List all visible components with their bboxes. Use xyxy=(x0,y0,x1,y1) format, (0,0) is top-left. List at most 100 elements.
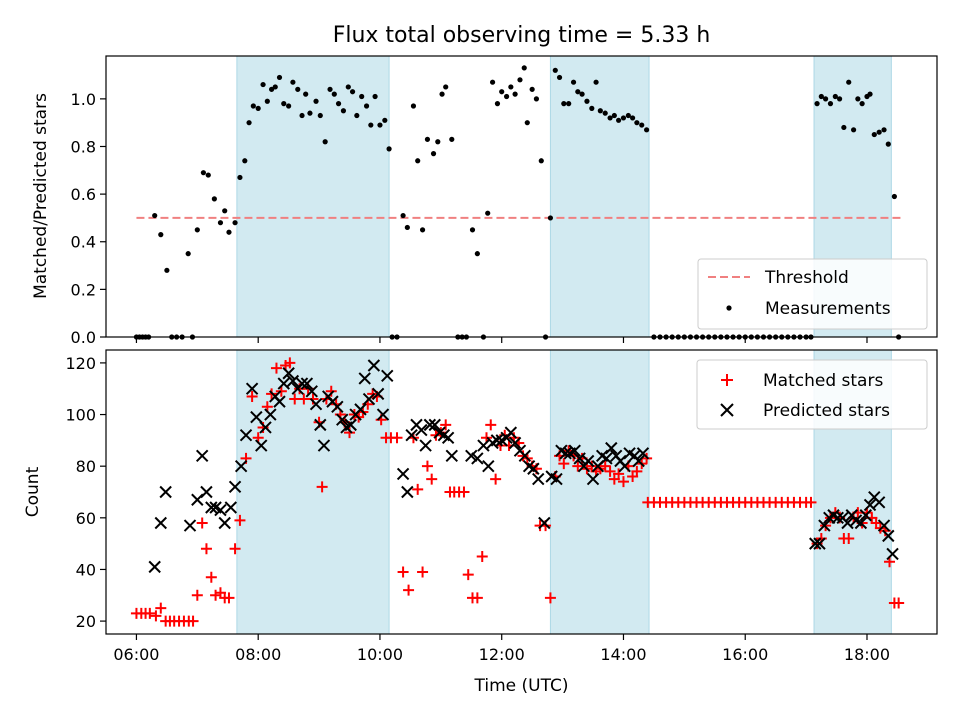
measurement-point xyxy=(630,115,636,121)
predicted-star-point xyxy=(477,439,490,452)
predicted-star-point xyxy=(277,377,290,390)
measurement-point xyxy=(881,127,887,133)
predicted-star-point xyxy=(200,485,213,499)
predicted-star-point xyxy=(854,516,868,530)
matched-star-point xyxy=(490,473,502,485)
measurement-point xyxy=(489,79,496,85)
measurement-point xyxy=(611,112,617,119)
predicted-star-point xyxy=(559,447,572,460)
measurement-point xyxy=(814,101,820,107)
matched-star-point xyxy=(150,610,162,622)
x-axis-label: Time (UTC) xyxy=(474,676,569,696)
predicted-star-point xyxy=(344,418,357,432)
matched-star-point xyxy=(440,419,452,431)
count-legend-frame xyxy=(696,359,928,430)
matched-star-point xyxy=(316,481,328,493)
ratio-y-tick-label: 0.8 xyxy=(71,137,96,156)
count-y-tick-label: 80 xyxy=(76,457,96,476)
measurement-point xyxy=(295,86,301,92)
count-panel: 20 40 60 80 100 120 06:00 08:00 10:00 12:00 14:00… xyxy=(23,349,938,696)
measurement-point xyxy=(359,93,365,100)
matched-star-point xyxy=(476,551,488,563)
measurement-point xyxy=(299,112,305,119)
measurement-point xyxy=(449,136,455,142)
predicted-star-point xyxy=(214,503,227,517)
measurement-point xyxy=(400,212,406,219)
measurement-point xyxy=(164,267,170,273)
measurement-point xyxy=(846,79,852,85)
measurement-point xyxy=(597,108,603,114)
measurement-point xyxy=(363,103,370,109)
predicted-star-point xyxy=(396,467,410,481)
predicted-star-point xyxy=(600,452,613,465)
predicted-star-point xyxy=(428,418,441,432)
legend-matched-label: Matched stars xyxy=(763,371,883,391)
ratio-y-tick-label: 0.6 xyxy=(71,185,96,204)
measurement-point xyxy=(152,212,158,219)
predicted-star-point xyxy=(154,516,167,530)
matched-star-point xyxy=(458,486,470,498)
measurement-point xyxy=(566,101,572,107)
count-y-tick-label: 60 xyxy=(76,509,96,528)
predicted-star-point xyxy=(415,423,428,437)
measurement-point xyxy=(508,84,514,90)
ratio-y-tick-label: 0.2 xyxy=(71,280,96,299)
measurement-point xyxy=(322,139,328,145)
predicted-star-point xyxy=(282,367,295,380)
measurement-point xyxy=(217,220,224,226)
predicted-star-point xyxy=(419,439,432,452)
measurement-point xyxy=(891,193,897,200)
predicted-star-point xyxy=(841,516,854,530)
x-tick-label: 14:00 xyxy=(600,645,646,664)
predicted-star-point xyxy=(183,519,197,532)
measurement-point xyxy=(250,103,256,109)
measurement-point xyxy=(593,79,599,85)
predicted-star-point xyxy=(809,537,822,550)
measurement-point xyxy=(867,91,873,97)
measurement-point xyxy=(639,122,645,128)
measurement-point xyxy=(827,101,834,107)
predicted-star-point xyxy=(482,459,495,473)
matched-star-point xyxy=(572,460,584,472)
predicted-star-point xyxy=(445,449,459,463)
predicted-star-point xyxy=(813,537,826,550)
count-legend: Matched stars Predicted stars xyxy=(696,359,928,430)
measurement-point xyxy=(246,120,252,126)
predicted-star-point xyxy=(371,387,385,401)
measurement-point xyxy=(368,122,374,128)
matched-star-point xyxy=(485,419,497,431)
measurement-point xyxy=(430,151,437,157)
predicted-star-point xyxy=(317,439,331,452)
matched-star-point xyxy=(270,362,282,374)
predicted-star-point xyxy=(336,413,349,426)
matched-star-point xyxy=(187,615,199,627)
predicted-star-point xyxy=(358,372,371,385)
legend-predicted-swatch xyxy=(720,403,734,417)
measurement-point xyxy=(494,101,501,107)
x-tick-label: 10:00 xyxy=(357,645,403,664)
legend-threshold-label: Threshold xyxy=(764,268,849,288)
measurement-point xyxy=(589,105,595,111)
measurement-point xyxy=(818,93,824,100)
measurement-point xyxy=(439,91,445,97)
measurement-point xyxy=(260,81,266,88)
legend-measurements-swatch xyxy=(726,305,732,311)
predicted-star-point xyxy=(863,498,877,512)
measurement-point xyxy=(443,84,449,90)
count-y-tick-label: 100 xyxy=(65,406,96,425)
measurement-point xyxy=(499,89,505,95)
measurement-point xyxy=(832,93,838,100)
ratio-y-tick-label: 0.4 xyxy=(71,233,96,252)
matched-star-point xyxy=(426,473,438,485)
predicted-star-point xyxy=(159,485,172,499)
matched-star-point xyxy=(412,483,424,495)
measurement-point xyxy=(485,210,491,216)
measurement-point xyxy=(200,170,207,176)
predicted-star-point xyxy=(239,428,253,442)
matched-star-point xyxy=(617,476,629,488)
matched-star-point xyxy=(210,589,222,601)
predicted-star-point xyxy=(218,516,231,530)
measurement-point xyxy=(232,220,238,226)
predicted-star-point xyxy=(234,459,248,473)
measurement-point xyxy=(616,117,622,123)
